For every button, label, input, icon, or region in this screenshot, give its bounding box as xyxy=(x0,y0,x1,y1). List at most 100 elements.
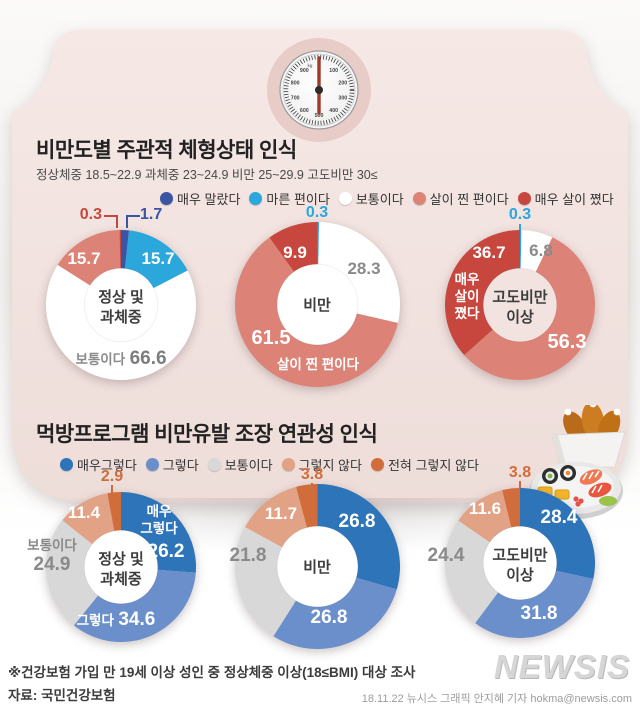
legend-label: 매우 말랐다 xyxy=(177,192,241,207)
callout-thin: 0.3 xyxy=(305,204,329,221)
slice-value-fat: 61.5 xyxy=(251,327,291,349)
slice-value-agree: 26.8 xyxy=(310,607,348,628)
svg-text:700: 700 xyxy=(291,96,300,102)
legend-dot xyxy=(60,458,73,471)
dial-backing-circle xyxy=(267,38,371,142)
svg-text:500: 500 xyxy=(315,113,324,119)
slice-value-agree: 31.8 xyxy=(520,603,558,624)
donut-center-label: 고도비만 이상 xyxy=(492,547,548,584)
svg-text:200: 200 xyxy=(338,80,347,86)
data-source: 자료: 국민건강보험 xyxy=(8,688,116,703)
legend-label: 그렇지 않다 xyxy=(298,458,362,473)
slice-label-normal: 보통이다 66.6 xyxy=(46,348,196,370)
donut-group-obese: 0.3 9.9 28.3 비만 61.5 살이 찐 편이다 xyxy=(233,200,403,395)
donut-group-mukbang-normal: 2.9 매우 그렇다 26.2 그렇다 34.6 보통이다 24.9 11.4 … xyxy=(27,462,206,657)
slice-value-very-fat: 36.7 xyxy=(472,243,506,262)
callout-very-fat: 0.3 xyxy=(79,206,102,223)
legend-dot xyxy=(412,192,426,205)
slice-name-very-fat: 매우 살이 쪘다 xyxy=(454,272,480,321)
slice-value-thin: 15.7 xyxy=(141,249,175,268)
donut-center-label: 고도비만 이상 xyxy=(492,289,548,326)
legend-label: 마른 편이다 xyxy=(266,192,330,207)
slice-name: 보통이다 xyxy=(27,538,77,553)
callout-not-at-all: 2.9 xyxy=(100,468,124,485)
donut-center-label: 정상 및 과체중 xyxy=(98,289,144,326)
callout-not-at-all: 3.8 xyxy=(300,466,324,483)
dial-face xyxy=(282,53,356,127)
legend-dot xyxy=(145,458,159,471)
legend-item: 보통이다 xyxy=(207,455,273,474)
dial-unit-label: kg xyxy=(308,63,313,68)
legend-item: 매우 살이 쪘다 xyxy=(517,189,614,208)
slice-value-fat: 15.7 xyxy=(67,249,101,268)
svg-text:300: 300 xyxy=(338,96,347,102)
dial-numbers: 0 100 200 300 400 500 600 700 800 900 kg xyxy=(291,63,347,119)
legend-dot xyxy=(370,458,384,471)
legend-item: 마른 편이다 xyxy=(249,189,330,208)
legend-item: 살이 찐 편이다 xyxy=(412,189,509,208)
leader-line xyxy=(519,224,521,232)
slice-value-neutral: 21.8 xyxy=(229,545,267,566)
byline-credit: 18.11.22 뉴시스 그래픽 안지혜 기자 hokma@newsis.com xyxy=(361,693,632,705)
slice-name: 그렇다 xyxy=(76,613,114,628)
slice-value-very-fat: 9.9 xyxy=(283,243,307,262)
legend-item: 그렇지 않다 xyxy=(281,455,362,474)
legend-label: 보통이다 xyxy=(355,192,404,207)
slice-value-normal: 28.3 xyxy=(347,259,381,278)
legend-mukbang: 매우그렇다 그렇다 보통이다 그렇지 않다 전혀 그렇지 않다 xyxy=(60,455,479,474)
svg-text:900: 900 xyxy=(300,68,309,74)
section2-title: 먹방프로그램 비만유발 조장 연관성 인식 xyxy=(36,423,378,446)
legend-dot xyxy=(517,192,531,205)
slice-value: 24.9 xyxy=(33,553,71,575)
legend-label: 전혀 그렇지 않다 xyxy=(387,458,479,473)
slice-value-normal: 6.8 xyxy=(529,241,553,260)
slice-name: 보통이다 xyxy=(75,352,126,367)
scale-dial: 0 100 200 300 400 500 600 700 800 900 kg xyxy=(267,38,371,142)
donut-group-mukbang-severe: 3.8 28.4 31.8 24.4 11.6 고도비만 이상 xyxy=(428,458,605,653)
slice-label-neutral: 보통이다 24.9 xyxy=(20,538,84,575)
svg-text:0: 0 xyxy=(318,63,321,69)
legend-item: 그렇다 xyxy=(145,455,199,474)
donut-chart xyxy=(46,230,196,380)
donut-chart xyxy=(235,484,400,649)
slice-value-fat: 56.3 xyxy=(547,331,587,353)
slice-value-disagree: 11.4 xyxy=(67,503,101,522)
survey-note: ※건강보험 가입 만 19세 이상 성인 중 정상체중 이상(18≤BMI) 대… xyxy=(8,665,416,680)
callout-not-at-all: 3.8 xyxy=(508,464,532,481)
svg-text:600: 600 xyxy=(300,108,309,114)
svg-text:400: 400 xyxy=(329,108,338,114)
legend-label: 매우 살이 쪘다 xyxy=(534,192,614,207)
legend-body-perception: 매우 말랐다 마른 편이다 보통이다 살이 찐 편이다 매우 살이 쪘다 xyxy=(160,189,614,208)
leader-line xyxy=(111,485,113,493)
legend-dot xyxy=(207,458,221,471)
dial-pivot xyxy=(315,86,323,94)
slice-value: 66.6 xyxy=(129,348,167,369)
slice-label-agree: 그렇다 34.6 xyxy=(51,609,181,631)
donut-chart xyxy=(445,230,595,380)
section1-title: 비만도별 주관적 체형상태 인식 xyxy=(36,139,297,162)
slice-value-strongly-agree: 28.4 xyxy=(540,507,578,528)
legend-dot xyxy=(338,192,352,205)
slice-name-fat: 살이 찐 편이다 xyxy=(276,357,360,372)
donut-group-mukbang-obese: 3.8 26.8 26.8 21.8 11.7 비만 xyxy=(230,462,403,657)
slice-value-disagree: 11.6 xyxy=(468,499,502,518)
dial-ticks xyxy=(283,54,355,126)
legend-label: 살이 찐 편이다 xyxy=(429,192,509,207)
callout-very-thin: 1.7 xyxy=(140,206,163,223)
donut-center-label: 정상 및 과체중 xyxy=(98,551,144,588)
donut-group-normal-overweight: 0.3 1.7 15.7 15.7 정상 및 과체중 보통이다 66.6 xyxy=(36,200,206,395)
svg-text:800: 800 xyxy=(291,80,300,86)
bmi-range-subtitle: 정상체중 18.5~22.9 과체중 23~24.9 비만 25~29.9 고도… xyxy=(36,168,378,182)
donut-chart xyxy=(235,222,400,387)
legend-label: 보통이다 xyxy=(224,458,273,473)
callout-thin: 0.3 xyxy=(508,206,532,223)
legend-item: 보통이다 xyxy=(338,189,404,208)
legend-item: 매우그렇다 xyxy=(60,455,137,474)
leader-line xyxy=(126,215,140,228)
donut-center-label: 비만 xyxy=(303,297,331,314)
legend-label: 매우그렇다 xyxy=(77,458,137,473)
donut-group-severely-obese: 0.3 6.8 36.7 매우 살이 쪘다 56.3 고도비만 이상 xyxy=(435,200,605,395)
donut-chart xyxy=(445,488,595,638)
legend-dot xyxy=(249,192,263,205)
